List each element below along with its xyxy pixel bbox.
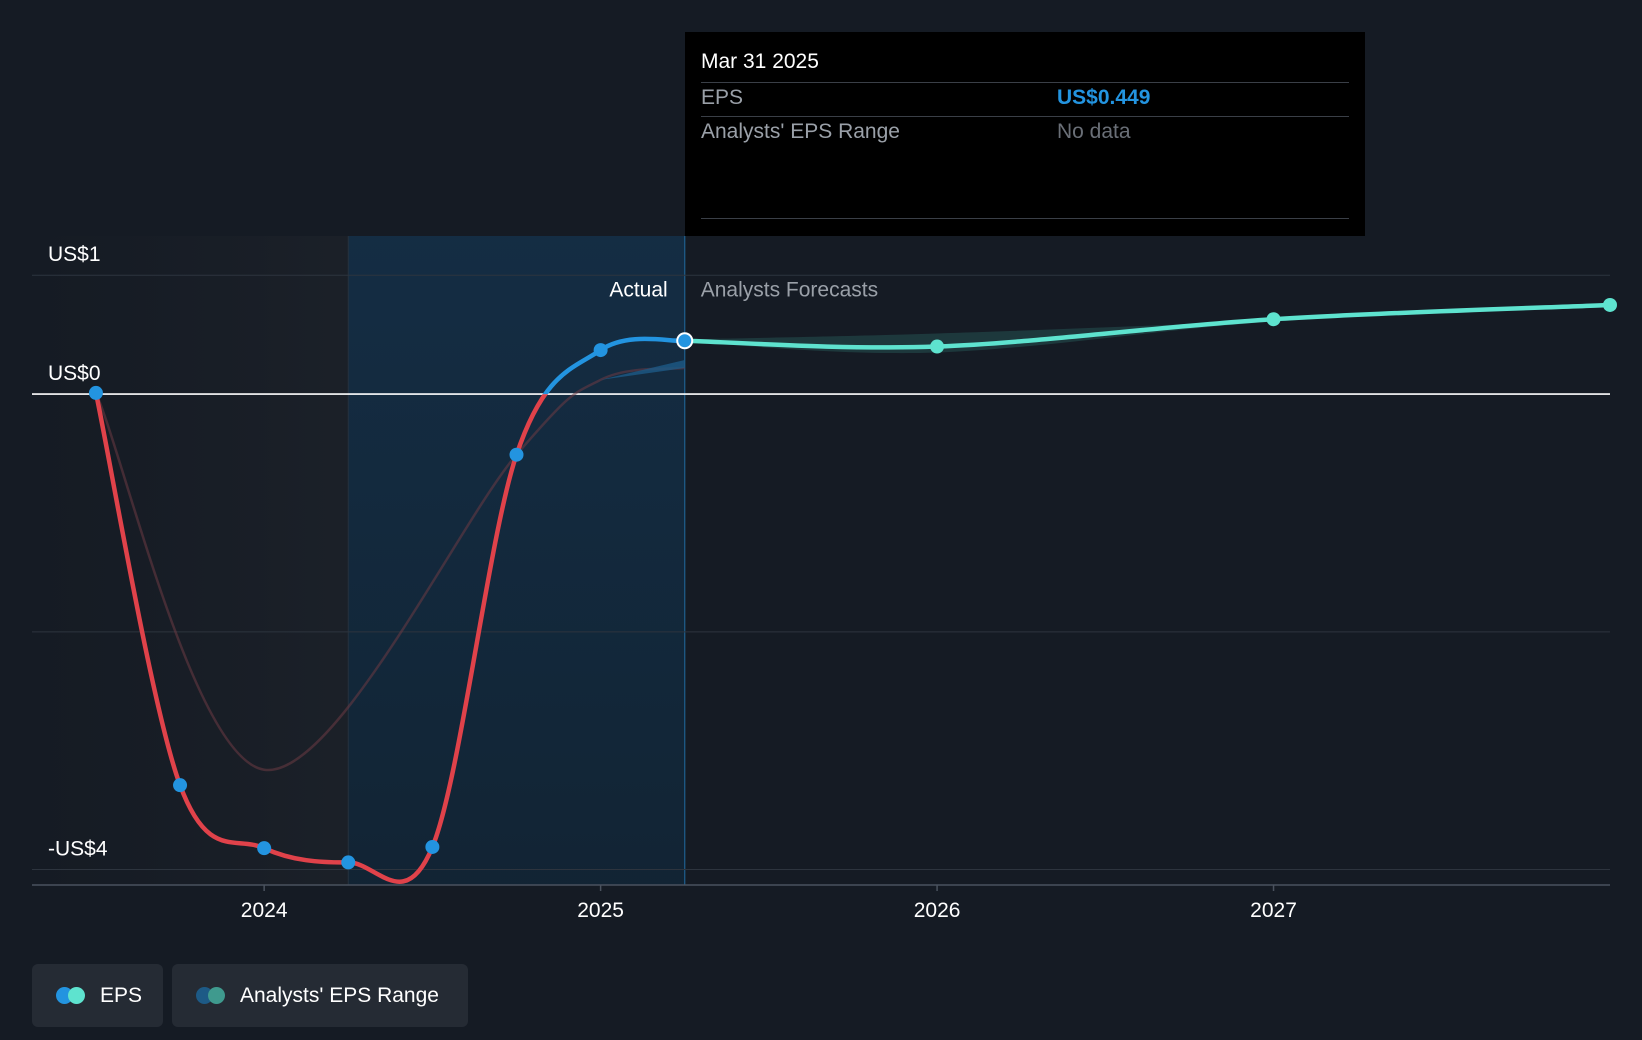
- legend-eps[interactable]: EPS: [32, 964, 163, 1027]
- last-year-shade: [348, 236, 685, 885]
- eps-point: [509, 447, 524, 462]
- eps-forecast-point: [1603, 297, 1617, 312]
- legend-eps-label: EPS: [100, 983, 143, 1007]
- tooltip-divider: [701, 116, 1349, 117]
- y-tick-label: US$1: [48, 243, 101, 266]
- eps-point: [341, 855, 356, 870]
- x-tick-label: 2026: [914, 899, 961, 922]
- eps-actual-line-positive: [542, 336, 687, 395]
- y-tick-label: US$0: [48, 362, 101, 385]
- eps-forecast-point: [930, 339, 945, 354]
- eps-legend-icon: [56, 986, 86, 1005]
- y-tick-label: -US$4: [48, 838, 108, 861]
- past-shade: [32, 236, 349, 885]
- faint-trend-line: [94, 366, 685, 771]
- forecast-label: Analysts Forecasts: [701, 279, 878, 302]
- actual-label: Actual: [609, 279, 667, 302]
- eps-point: [173, 778, 188, 793]
- tooltip-range-label: Analysts' EPS Range: [701, 120, 900, 143]
- trend-wedge: [600, 359, 685, 380]
- x-tick-label: 2024: [241, 899, 288, 922]
- legend-eps-range[interactable]: Analysts' EPS Range: [172, 964, 468, 1027]
- tooltip-eps-label: EPS: [701, 86, 744, 109]
- eps-point: [257, 841, 272, 856]
- tooltip-date: Mar 31 2025: [701, 50, 819, 73]
- eps-point: [593, 343, 608, 358]
- tooltip: Mar 31 2025 EPS US$0.449 Analysts' EPS R…: [685, 32, 1365, 236]
- tooltip-divider: [701, 82, 1349, 83]
- x-tick-label: 2025: [577, 899, 624, 922]
- eps-point-highlighted: [676, 332, 694, 350]
- x-tick-label: 2027: [1250, 899, 1297, 922]
- eps-point: [425, 839, 440, 854]
- tooltip-range-value: No data: [1057, 120, 1131, 143]
- tooltip-divider: [701, 218, 1349, 219]
- tooltip-eps-value: US$0.449: [1057, 86, 1151, 109]
- legend-eps-range-label: Analysts' EPS Range: [240, 983, 439, 1007]
- eps-range-legend-icon: [196, 986, 226, 1005]
- eps-point: [88, 385, 103, 400]
- eps-forecast-line: [682, 302, 1613, 350]
- eps-forecast-point: [1266, 312, 1281, 327]
